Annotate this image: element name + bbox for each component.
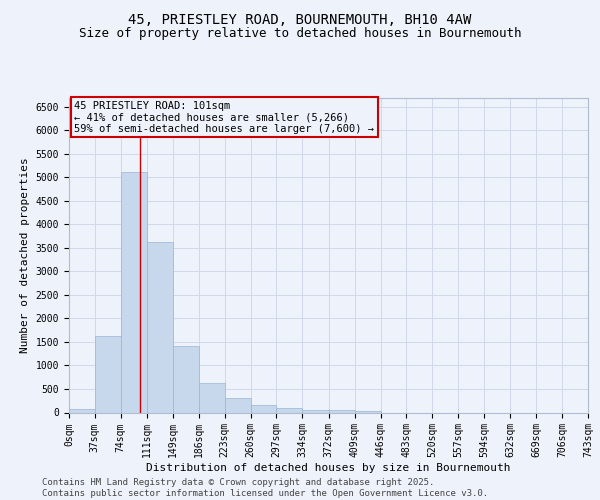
Bar [251,406,277,412]
Text: Size of property relative to detached houses in Bournemouth: Size of property relative to detached ho… [79,28,521,40]
Bar [355,411,380,412]
Text: Contains HM Land Registry data © Crown copyright and database right 2025.
Contai: Contains HM Land Registry data © Crown c… [42,478,488,498]
Text: 45 PRIESTLEY ROAD: 101sqm
← 41% of detached houses are smaller (5,266)
59% of se: 45 PRIESTLEY ROAD: 101sqm ← 41% of detac… [74,100,374,134]
Bar [69,409,95,412]
Bar [199,384,225,412]
Bar [302,410,329,412]
Bar [121,172,146,412]
Bar [173,346,199,412]
Bar [95,336,121,412]
Text: 45, PRIESTLEY ROAD, BOURNEMOUTH, BH10 4AW: 45, PRIESTLEY ROAD, BOURNEMOUTH, BH10 4A… [128,12,472,26]
Bar [329,410,355,412]
Bar [146,242,173,412]
X-axis label: Distribution of detached houses by size in Bournemouth: Distribution of detached houses by size … [146,463,511,473]
Y-axis label: Number of detached properties: Number of detached properties [20,157,30,353]
Bar [277,408,302,412]
Bar [225,398,251,412]
